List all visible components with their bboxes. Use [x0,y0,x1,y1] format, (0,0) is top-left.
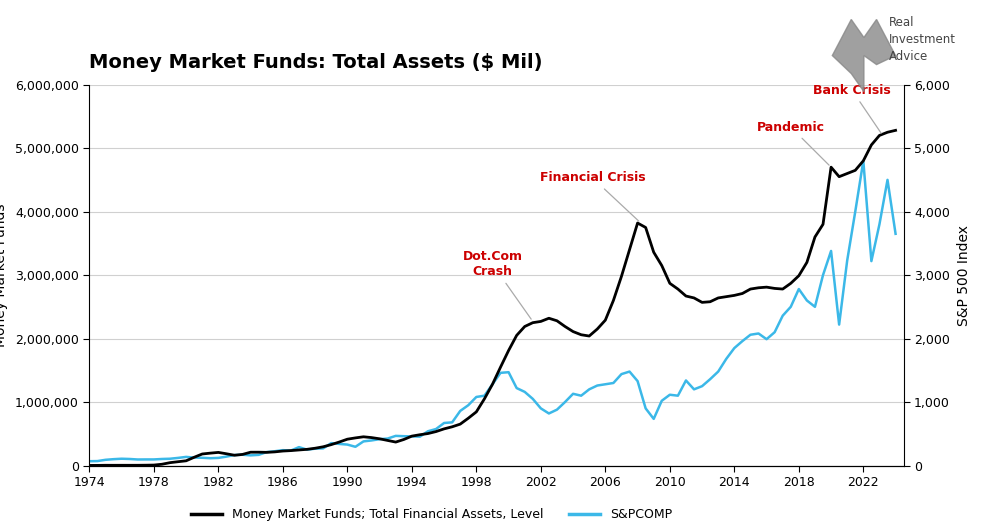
Y-axis label: Money Market Funds: Money Market Funds [0,203,8,347]
Text: Money Market Funds: Total Assets ($ Mil): Money Market Funds: Total Assets ($ Mil) [89,53,543,72]
Polygon shape [832,20,896,92]
Text: Pandemic: Pandemic [757,121,829,165]
Y-axis label: S&P 500 Index: S&P 500 Index [957,225,971,325]
Text: Real
Investment
Advice: Real Investment Advice [889,16,955,63]
Text: Dot.Com
Crash: Dot.Com Crash [463,250,531,319]
Legend: Money Market Funds; Total Financial Assets, Level, S&PCOMP: Money Market Funds; Total Financial Asse… [186,503,677,526]
Text: Financial Crisis: Financial Crisis [539,171,645,221]
Text: Bank Crisis: Bank Crisis [813,84,891,133]
